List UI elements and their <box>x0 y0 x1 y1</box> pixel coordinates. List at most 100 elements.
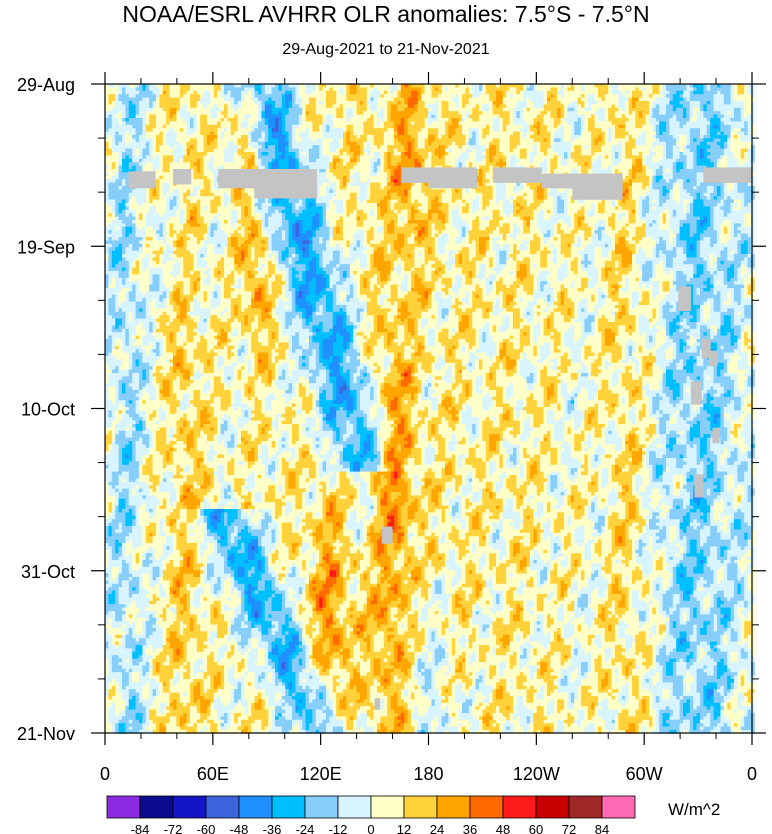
field-cell <box>363 111 368 115</box>
field-cell <box>217 118 221 122</box>
field-cell <box>489 101 493 105</box>
field-cell <box>145 87 150 92</box>
field-cell <box>598 138 602 143</box>
field-cell <box>479 90 483 95</box>
field-cell <box>387 138 391 143</box>
field-cell <box>285 114 289 119</box>
field-cell <box>278 97 283 102</box>
field-cell <box>502 101 507 105</box>
field-cell <box>489 155 493 160</box>
field-cell <box>618 155 623 160</box>
field-cell <box>496 104 500 109</box>
field-cell <box>638 162 643 166</box>
field-cell <box>380 135 385 139</box>
field-cell <box>227 124 232 129</box>
field-cell <box>638 165 643 170</box>
field-cell <box>431 155 436 160</box>
field-cell <box>142 90 147 95</box>
field-cell <box>676 162 680 166</box>
field-cell <box>275 128 279 132</box>
field-cell <box>292 87 296 92</box>
field-cell <box>502 84 507 88</box>
field-cell <box>145 121 150 126</box>
field-cell <box>329 155 334 160</box>
field-cell <box>220 152 225 156</box>
field-cell <box>394 94 398 98</box>
field-cell <box>285 135 289 139</box>
field-cell <box>271 145 276 149</box>
field-cell <box>421 138 425 143</box>
field-cell <box>713 141 718 146</box>
field-cell <box>193 104 198 109</box>
field-cell <box>659 94 663 98</box>
field-cell <box>271 104 276 109</box>
field-cell <box>254 138 259 143</box>
field-cell <box>458 162 463 166</box>
field-cell <box>302 94 306 98</box>
field-cell <box>717 135 721 139</box>
field-cell <box>679 138 684 143</box>
field-cell <box>162 114 167 119</box>
field-cell <box>570 114 575 119</box>
field-cell <box>122 172 126 177</box>
field-cell <box>190 158 194 163</box>
field-cell <box>428 121 432 126</box>
field-cell <box>669 121 674 126</box>
field-cell <box>462 162 466 166</box>
field-cell <box>431 128 436 132</box>
field-cell <box>598 114 602 119</box>
field-cell <box>247 84 252 88</box>
field-cell <box>594 148 599 153</box>
field-cell <box>135 141 140 146</box>
field-cell <box>122 148 126 153</box>
field-cell <box>122 135 126 139</box>
field-cell <box>258 90 262 95</box>
field-cell <box>373 165 378 170</box>
field-cell <box>451 158 456 163</box>
field-cell <box>288 128 293 132</box>
field-cell <box>111 169 116 173</box>
field-cell <box>564 152 568 156</box>
field-cell <box>621 148 626 153</box>
field-cell <box>485 124 490 129</box>
field-cell <box>247 107 252 112</box>
field-cell <box>292 141 296 146</box>
field-cell <box>407 141 412 146</box>
field-cell <box>567 138 572 143</box>
field-cell <box>125 169 130 173</box>
field-cell <box>349 141 354 146</box>
field-cell <box>159 162 164 166</box>
field-cell <box>210 114 215 119</box>
field-cell <box>632 169 636 173</box>
field-cell <box>105 155 109 160</box>
field-cell <box>326 114 330 119</box>
field-cell <box>679 155 684 160</box>
field-cell <box>744 124 748 129</box>
field-cell <box>105 138 109 143</box>
field-cell <box>591 155 595 160</box>
field-cell <box>560 121 565 126</box>
field-cell <box>717 118 721 122</box>
field-cell <box>468 135 473 139</box>
field-cell <box>414 107 419 112</box>
field-cell <box>356 94 361 98</box>
field-cell <box>428 162 432 166</box>
field-cell <box>734 131 738 136</box>
field-cell <box>740 152 745 156</box>
field-cell <box>261 114 266 119</box>
field-cell <box>608 90 612 95</box>
field-cell <box>196 145 201 149</box>
field-cell <box>747 152 752 156</box>
field-cell <box>349 111 354 115</box>
field-cell <box>564 107 568 112</box>
field-cell <box>271 124 276 129</box>
field-cell <box>713 138 718 143</box>
field-cell <box>543 152 548 156</box>
field-cell <box>173 121 177 126</box>
field-cell <box>145 138 150 143</box>
field-cell <box>302 138 306 143</box>
field-cell <box>339 162 344 166</box>
field-cell <box>390 141 395 146</box>
field-cell <box>734 111 738 115</box>
field-cell <box>122 111 126 115</box>
